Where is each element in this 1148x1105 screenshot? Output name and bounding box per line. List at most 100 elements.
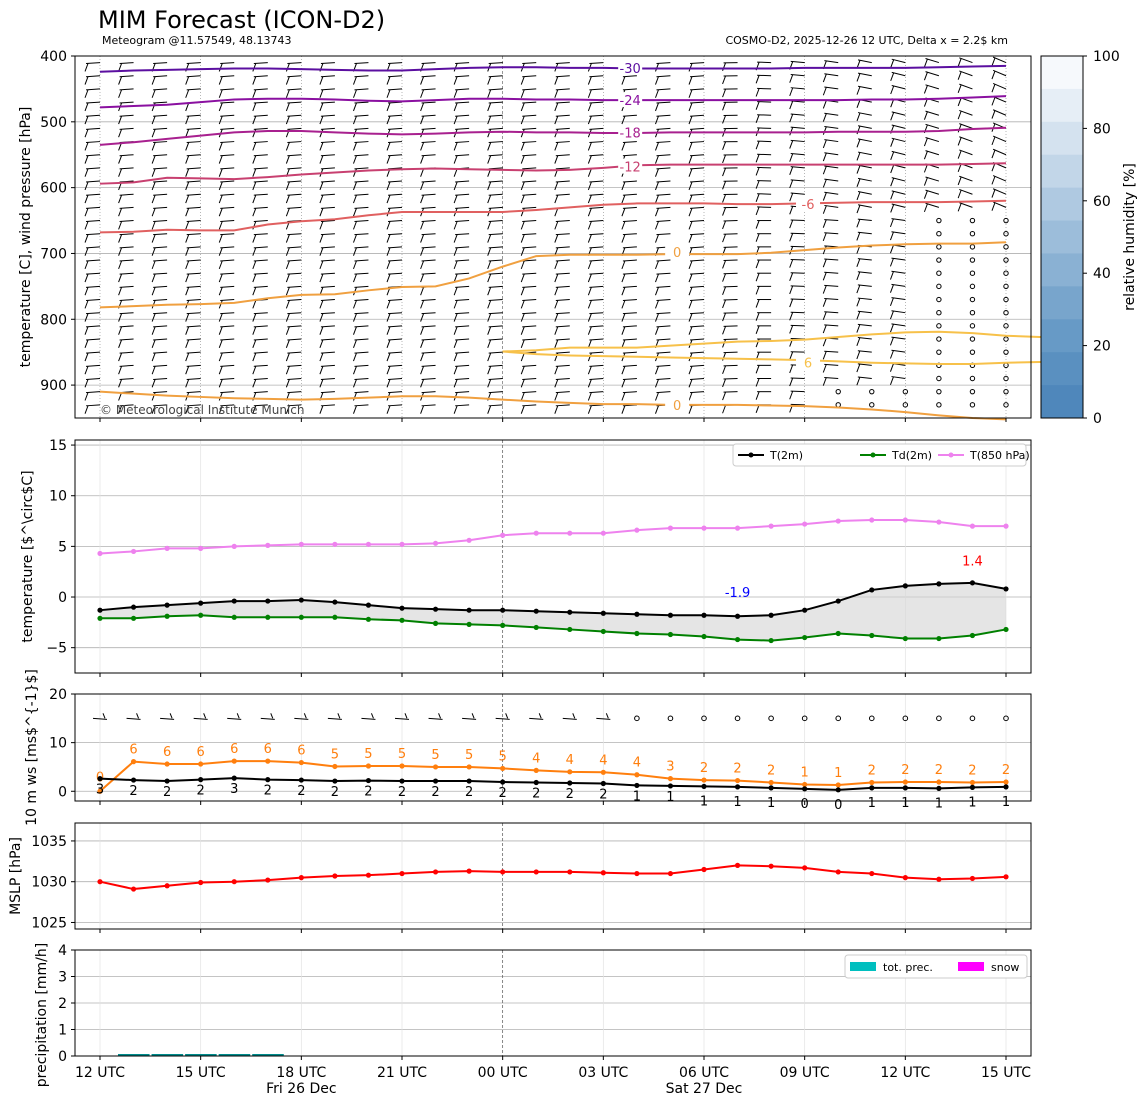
wind-barb-shaft: [153, 285, 168, 288]
wind-barb-shaft: [287, 193, 302, 196]
wind-barb-shaft: [320, 272, 335, 275]
wind-barb-flag: [789, 377, 794, 387]
wind-barb-shaft: [354, 259, 369, 262]
wind-barb-flag: [822, 364, 827, 373]
wind-barb-shaft: [689, 391, 705, 394]
model-subtitle: COSMO-D2, 2025-12-26 12 UTC, Delta x = 2…: [725, 34, 1008, 47]
wind-barb-flag: [151, 221, 156, 230]
wind-barb-shaft: [857, 271, 872, 274]
temp-legend: T(2m) Td(2m) T(850 hPa): [732, 443, 1030, 467]
wind-barb-flag: [587, 352, 592, 362]
wind-barb-shaft: [455, 127, 470, 130]
wind-barb-flag: [252, 194, 257, 204]
temp-series-point: [902, 583, 908, 589]
wind-barb-flag: [453, 115, 458, 125]
wind-barb-shaft: [455, 404, 470, 407]
wind-barb-flag: [621, 181, 626, 191]
wind-barb-shaft: [253, 193, 268, 196]
y-tick-label: 1035: [31, 834, 67, 850]
wind-barb-flag: [151, 129, 156, 138]
wind-barb-flag: [890, 177, 895, 187]
wind-barb-flag: [688, 313, 693, 322]
humidity-colorbar-band: [1041, 352, 1083, 386]
wind-barb-flag: [822, 113, 827, 122]
calm-wind-marker: [969, 388, 976, 395]
wind-barb-shaft: [287, 285, 302, 288]
wind-barb-flag: [587, 155, 592, 164]
wind-barb-shaft: [891, 283, 906, 287]
wind-barb-flag: [889, 376, 894, 386]
gust-label: 2: [733, 762, 741, 777]
temp-series-point: [164, 613, 170, 619]
wind-barb-flag: [789, 219, 794, 229]
humidity-colorbar: [1040, 55, 1084, 419]
wind-barb-shaft: [824, 178, 839, 182]
wind-barbs: [84, 56, 1009, 414]
calm-wind-marker: [936, 217, 942, 224]
y-tick-label: 1: [58, 1023, 67, 1039]
x-tick-label: 15 UTC: [981, 1065, 1031, 1081]
wind-barb-shaft: [522, 220, 537, 223]
wind-barb-flag: [890, 85, 895, 95]
calm-wind-marker: [835, 388, 841, 395]
wind-barb-shaft: [119, 378, 134, 380]
wind-barb-shaft: [555, 101, 570, 104]
wind-barb-shaft: [153, 114, 168, 117]
wind-barb-shaft: [455, 180, 470, 183]
wind-barb-flag: [655, 234, 659, 243]
temp-series-point: [600, 628, 606, 635]
wind-barb-flag: [218, 234, 223, 243]
temp-series-point: [936, 519, 942, 525]
wind-barb-flag: [991, 70, 996, 80]
wind-barb-flag: [621, 260, 626, 270]
humidity-colorbar-band: [1041, 319, 1083, 353]
wind-barb-flag: [453, 300, 458, 309]
wind-barb-shaft: [119, 206, 134, 209]
wind-barb-shaft: [589, 101, 604, 104]
wind-barb-flag: [621, 273, 626, 283]
wind-barb-flag: [755, 75, 760, 84]
wind-barb-shaft: [455, 206, 470, 209]
wind-barb-flag: [554, 260, 559, 270]
wind-barb-flag: [136, 713, 140, 719]
wind-barb-shaft: [555, 114, 570, 117]
wind-barb-shaft: [455, 312, 470, 315]
wind-barb-shaft: [589, 338, 604, 341]
wind-barb-flag: [487, 405, 492, 414]
wind-barb-flag: [252, 326, 257, 335]
wind-barb-shaft: [186, 75, 201, 78]
wind-barb-flag: [319, 181, 324, 191]
wind-barb-shaft: [354, 101, 369, 104]
mean-wind-point: [869, 785, 875, 791]
wind-barb-flag: [957, 137, 962, 146]
wind-barb-shaft: [488, 378, 503, 380]
wind-barb-shaft: [824, 125, 839, 129]
wind-barb-shaft: [354, 193, 369, 196]
wind-barb-flag: [353, 247, 357, 256]
gust-point: [265, 758, 271, 764]
wind-barb-flag: [151, 89, 156, 98]
wind-barb-flag: [487, 115, 492, 125]
wind-barb-flag: [319, 300, 324, 309]
isotherm-line: [502, 350, 1074, 366]
wind-barb-shaft: [891, 257, 906, 261]
wind-barb-shaft: [354, 127, 369, 130]
wind-barb-shaft: [253, 364, 268, 367]
wind-barb-flag: [487, 339, 492, 349]
wind-barb-shaft: [488, 75, 503, 78]
temp-series-point: [164, 602, 170, 608]
wind-barb-flag: [353, 352, 357, 362]
gust-point: [768, 779, 774, 786]
wind-barb-flag: [923, 164, 928, 173]
wind-barb-flag: [520, 102, 525, 112]
wind-barb-flag: [520, 287, 525, 296]
wind-barb-flag: [386, 155, 391, 164]
wind-barb-flag: [822, 179, 827, 188]
wind-barb-shaft: [488, 272, 503, 275]
wind-barb-flag: [420, 194, 425, 204]
wind-barb-shaft: [287, 246, 302, 249]
wind-barb-shaft: [220, 325, 235, 328]
wind-barb-flag: [185, 208, 190, 217]
colorbar-tick-label: 60: [1093, 194, 1111, 210]
wind-barb-flag: [151, 379, 156, 388]
